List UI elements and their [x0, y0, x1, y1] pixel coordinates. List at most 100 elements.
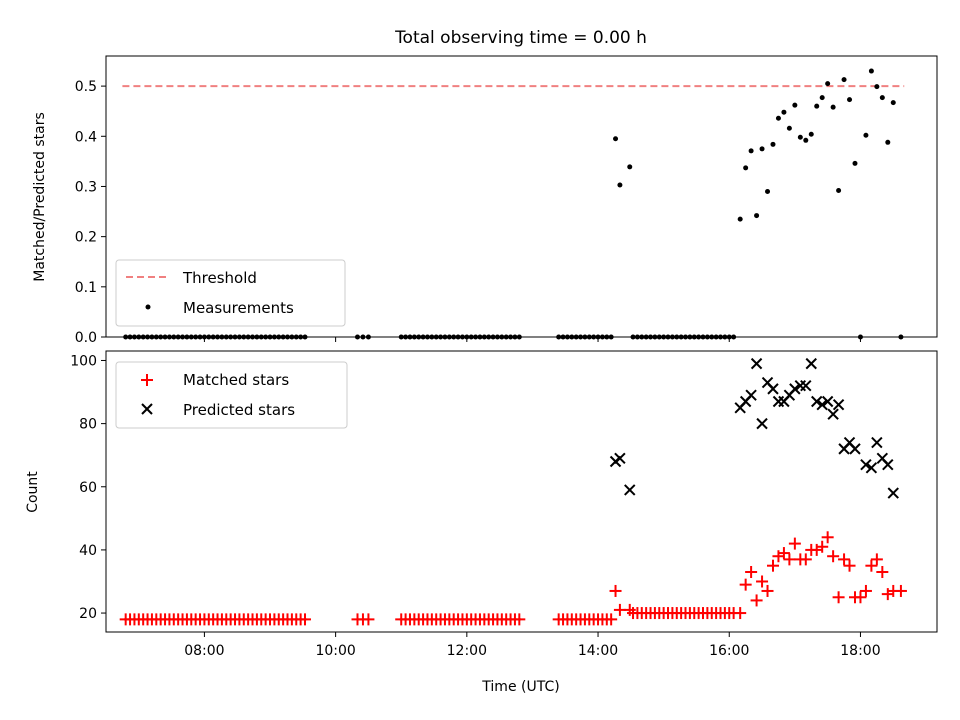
measurement-point: [754, 213, 760, 219]
chart-title: Total observing time = 0.00 h: [394, 28, 647, 48]
measurement-point: [852, 160, 858, 166]
bottom-legend: Matched stars Predicted stars: [115, 361, 348, 429]
predicted-star-point: [865, 462, 878, 474]
matched-legend-marker: [141, 374, 153, 386]
predicted-star-point: [821, 395, 834, 408]
measurement-point: [759, 146, 765, 152]
matched-star-point: [788, 537, 801, 550]
measurement-point: [775, 115, 781, 121]
measurement-point: [737, 216, 743, 222]
measurement-point: [797, 134, 803, 140]
matched-star-point: [838, 553, 851, 566]
measurement-point: [836, 187, 842, 193]
top-y-ticks: 0.0 0.1 0.2 0.3 0.4 0.5: [75, 79, 106, 346]
bottom-y-axis-label: Count: [25, 471, 41, 513]
bottom-y-tick-label: 80: [79, 417, 97, 433]
measurement-point: [841, 77, 847, 83]
predicted-legend-marker: [141, 403, 153, 415]
predicted-star-point: [887, 487, 899, 499]
bottom-axes: Count Time (UTC) 20 40 60 80 100 08:00 10:00 1…: [25, 350, 938, 695]
measurement-point: [830, 104, 836, 110]
measurement-point: [617, 182, 623, 188]
x-axis-label: Time (UTC): [481, 679, 559, 695]
bottom-y-tick-label: 60: [79, 480, 97, 496]
x-tick-label: 16:00: [709, 643, 749, 659]
matched-star-point: [827, 550, 840, 563]
matched-star-point: [362, 613, 375, 626]
matched-star-point: [756, 575, 769, 588]
predicted-star-point: [624, 484, 636, 496]
measurement-point: [748, 148, 754, 154]
measurement-point: [781, 109, 787, 115]
predicted-legend-label: Predicted stars: [183, 401, 295, 419]
predicted-star-point: [750, 357, 763, 370]
bottom-x-ticks: 08:00 10:00 12:00 14:00 16:00 18:00: [184, 632, 881, 659]
x-tick-label: 12:00: [447, 643, 487, 659]
matched-star-point: [865, 559, 878, 572]
x-tick-label: 14:00: [578, 643, 618, 659]
measurement-point: [863, 132, 869, 138]
bottom-y-ticks: 20 40 60 80 100: [70, 353, 106, 622]
matched-star-point: [766, 559, 779, 572]
x-tick-label: 10:00: [315, 643, 355, 659]
measurement-point: [743, 165, 749, 171]
predicted-star-point: [772, 395, 785, 408]
matched-star-point: [605, 613, 618, 626]
measurement-point: [765, 188, 771, 194]
matched-star-point: [799, 553, 812, 566]
measurement-point: [874, 84, 880, 90]
threshold-legend-label: Threshold: [182, 269, 257, 287]
measurement-point: [868, 68, 874, 74]
matched-star-point: [854, 591, 867, 604]
bottom-axes-frame: [105, 350, 938, 633]
matched-star-point: [881, 588, 894, 601]
bottom-legend-box: [115, 361, 348, 429]
top-y-tick-label: 0.2: [75, 230, 97, 246]
measurement-point: [879, 95, 885, 101]
matched-star-point: [299, 613, 312, 626]
measurement-point: [627, 164, 633, 170]
predicted-star-point: [860, 458, 872, 471]
matched-star-point: [783, 553, 796, 566]
measurement-point: [890, 100, 896, 106]
predicted-star-point: [805, 357, 817, 370]
top-y-tick-label: 0.3: [75, 179, 97, 195]
measurement-point: [819, 95, 825, 101]
matched-star-point: [513, 613, 526, 626]
predicted-star-point: [871, 436, 883, 449]
matched-star-point: [745, 566, 758, 579]
matched-star-point: [777, 547, 790, 560]
matched-legend-label: Matched stars: [183, 371, 289, 389]
matched-star-point: [843, 559, 856, 572]
predicted-star-point: [745, 389, 757, 401]
predicted-star-point: [849, 443, 861, 455]
bottom-y-tick-label: 20: [79, 606, 97, 622]
measurement-point: [803, 137, 809, 143]
matched-star-point: [739, 578, 752, 591]
matched-star-point: [761, 584, 774, 597]
predicted-star-point: [789, 383, 801, 395]
measurements-legend-marker: [145, 304, 151, 310]
measurement-point: [613, 136, 619, 142]
bottom-plot-marks: [119, 357, 907, 626]
matched-star-point: [894, 584, 907, 597]
measurement-point: [792, 102, 798, 108]
top-axes: Total observing time = 0.00 h Matched/Pr…: [32, 28, 938, 346]
predicted-star-point: [756, 417, 768, 430]
bottom-y-tick-label: 100: [70, 353, 97, 369]
top-legend-box: [115, 259, 346, 327]
matched-star-point: [832, 591, 845, 604]
predicted-star-point: [767, 383, 779, 395]
predicted-star-point: [800, 380, 812, 392]
predicted-star-point: [816, 398, 828, 411]
top-y-tick-label: 0.4: [75, 129, 97, 145]
measurement-point: [808, 131, 814, 137]
measurement-point: [825, 81, 831, 87]
top-legend: Threshold Measurements: [115, 259, 346, 327]
top-y-tick-label: 0.5: [75, 79, 97, 95]
matched-star-point: [609, 584, 622, 597]
predicted-star-point: [811, 395, 823, 408]
top-y-tick-label: 0.0: [75, 330, 97, 346]
matched-star-point: [750, 594, 763, 607]
